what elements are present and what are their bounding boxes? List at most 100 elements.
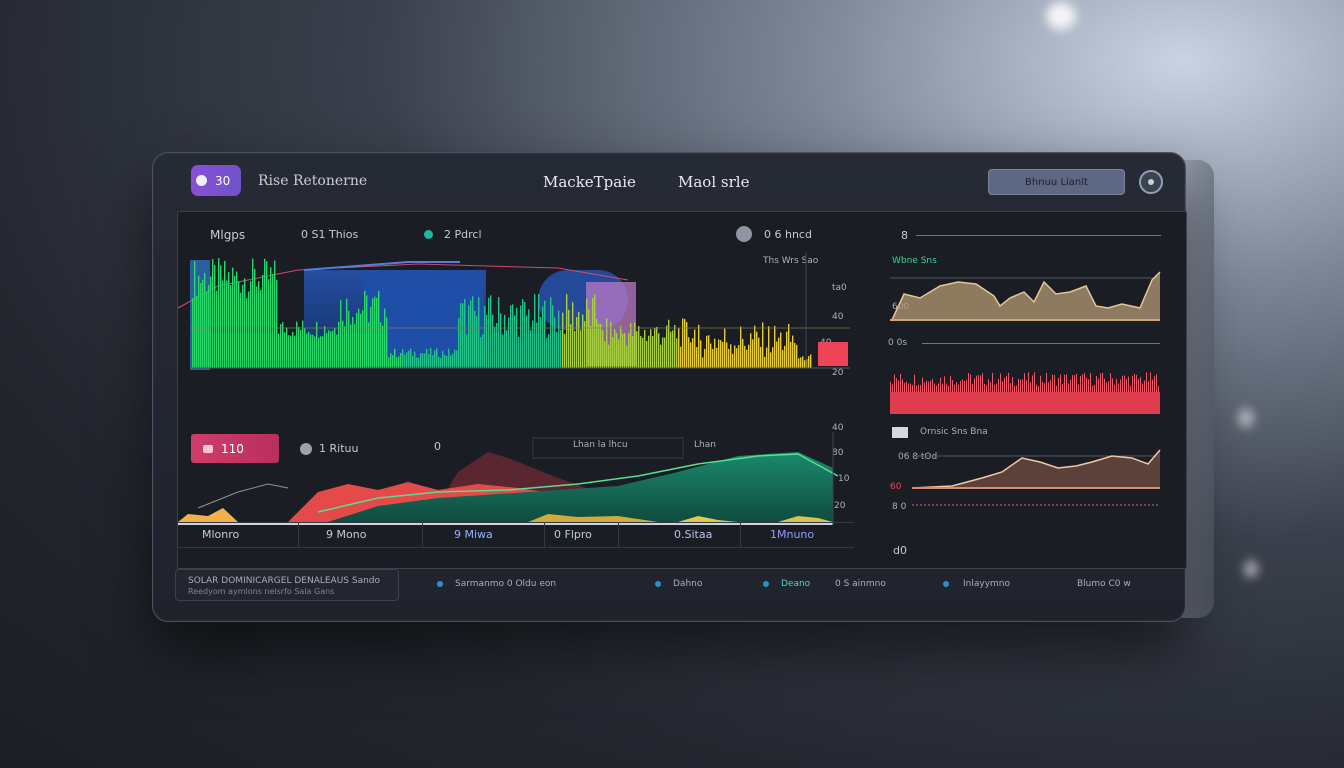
footer-item[interactable]: Blumo C0 w [1077,579,1131,589]
volume-bar [490,295,492,368]
mini3-y2: 60 [890,482,902,492]
footer-item[interactable]: Deano [781,579,811,589]
legend-dot-icon [424,230,433,239]
volume-bar [312,334,314,368]
search-input[interactable]: Bhnuu Lianlt [988,169,1125,195]
red-bar [922,377,923,392]
volume-bar [414,351,416,368]
volume-bar [466,334,468,368]
volume-bar [586,298,588,368]
footer-summary[interactable]: SOLAR DOMINICARGEL DENALEAUS Sando Reedy… [175,569,399,601]
volume-bar [418,357,420,368]
red-bar [976,375,977,392]
red-bar [1146,372,1147,392]
footer-item[interactable]: Sarmanmo 0 Oldu eon [455,579,557,589]
volume-bar [448,348,450,368]
legend-toggle-icon[interactable] [736,226,752,242]
y-tick: 40 [832,423,844,433]
volume-bar [488,297,490,368]
volume-bar [716,347,718,368]
volume-bar [588,309,590,368]
red-bar [990,382,991,392]
red-bar [1064,374,1065,392]
volume-bar [338,321,340,368]
volume-bar [582,314,584,368]
metric-badge[interactable]: 110 [191,434,279,463]
volume-bar [806,359,808,368]
nav-title-market[interactable]: MackeTpaie [543,173,636,191]
mini-bar-chart-red[interactable] [890,360,1162,416]
footer-item[interactable]: Inlayymno [963,579,1011,589]
red-bar [1102,372,1103,392]
footer-line-2: Reedyom aymlons nelsrfo Sala Gans [188,587,335,596]
red-bar [1070,379,1071,392]
app-logo[interactable]: 30 [191,165,241,196]
volume-bar [206,291,208,368]
volume-bar [224,260,226,368]
volume-bar [442,350,444,368]
volume-bar [478,297,480,368]
red-bar [954,384,955,392]
red-bar [1016,385,1017,392]
mini3-label: Ornsic Sns Bna [920,427,988,437]
footer-item[interactable]: 0 S ainmno [835,579,886,589]
red-bar [938,383,939,392]
volume-bar [676,338,678,368]
volume-bar [702,357,704,368]
red-bar [898,380,899,392]
volume-bar [798,358,800,368]
volume-bar [210,276,212,368]
mini-area-chart-brown[interactable] [911,448,1162,508]
volume-bar [742,338,744,368]
volume-bar [236,271,238,368]
red-bar [970,374,971,392]
red-bar [1072,375,1073,392]
volume-bar [638,326,640,368]
volume-bar [380,322,382,368]
area-yellow [178,508,238,522]
volume-bar [202,279,204,368]
red-bar [964,380,965,392]
volume-bar [514,315,516,368]
volume-bar [260,289,262,368]
volume-bar [786,331,788,368]
red-bar [1024,373,1025,392]
mini-area-chart-gold[interactable] [890,266,1162,326]
user-circle-icon[interactable] [1139,170,1163,194]
red-bar [1068,383,1069,392]
volume-bar [672,330,674,368]
red-bar [982,373,983,392]
volume-bar [516,307,518,368]
volume-bar [344,326,346,368]
volume-bar [578,311,580,368]
volume-bar [388,357,390,368]
nav-title-model[interactable]: Maol srle [678,173,750,191]
red-bar [1124,375,1125,392]
volume-bar [528,309,530,368]
red-bar [1094,384,1095,392]
volume-bar [554,317,556,368]
red-bar [1056,385,1057,392]
volume-bar [288,335,290,368]
volume-bar [542,306,544,368]
volume-bar [606,318,608,368]
main-chart[interactable] [177,252,858,422]
red-bar [1158,385,1159,392]
footer-line-1: SOLAR DOMINICARGEL DENALEAUS Sando [188,576,381,586]
volume-bar [526,315,528,368]
area-chart[interactable] [178,432,848,532]
volume-bar [200,283,202,368]
volume-bar [374,296,376,368]
volume-bar [422,353,424,368]
volume-bar [596,318,598,368]
legend-b: 0 S1 Thios [301,228,359,241]
volume-bar [460,303,462,368]
volume-bar [720,340,722,368]
volume-bar [462,303,464,368]
red-bar [1000,373,1001,392]
volume-bar [474,310,476,368]
red-bar [1092,385,1093,392]
footer-item[interactable]: Dahno [673,579,703,589]
red-bar [1090,373,1091,392]
series-line [317,453,839,513]
